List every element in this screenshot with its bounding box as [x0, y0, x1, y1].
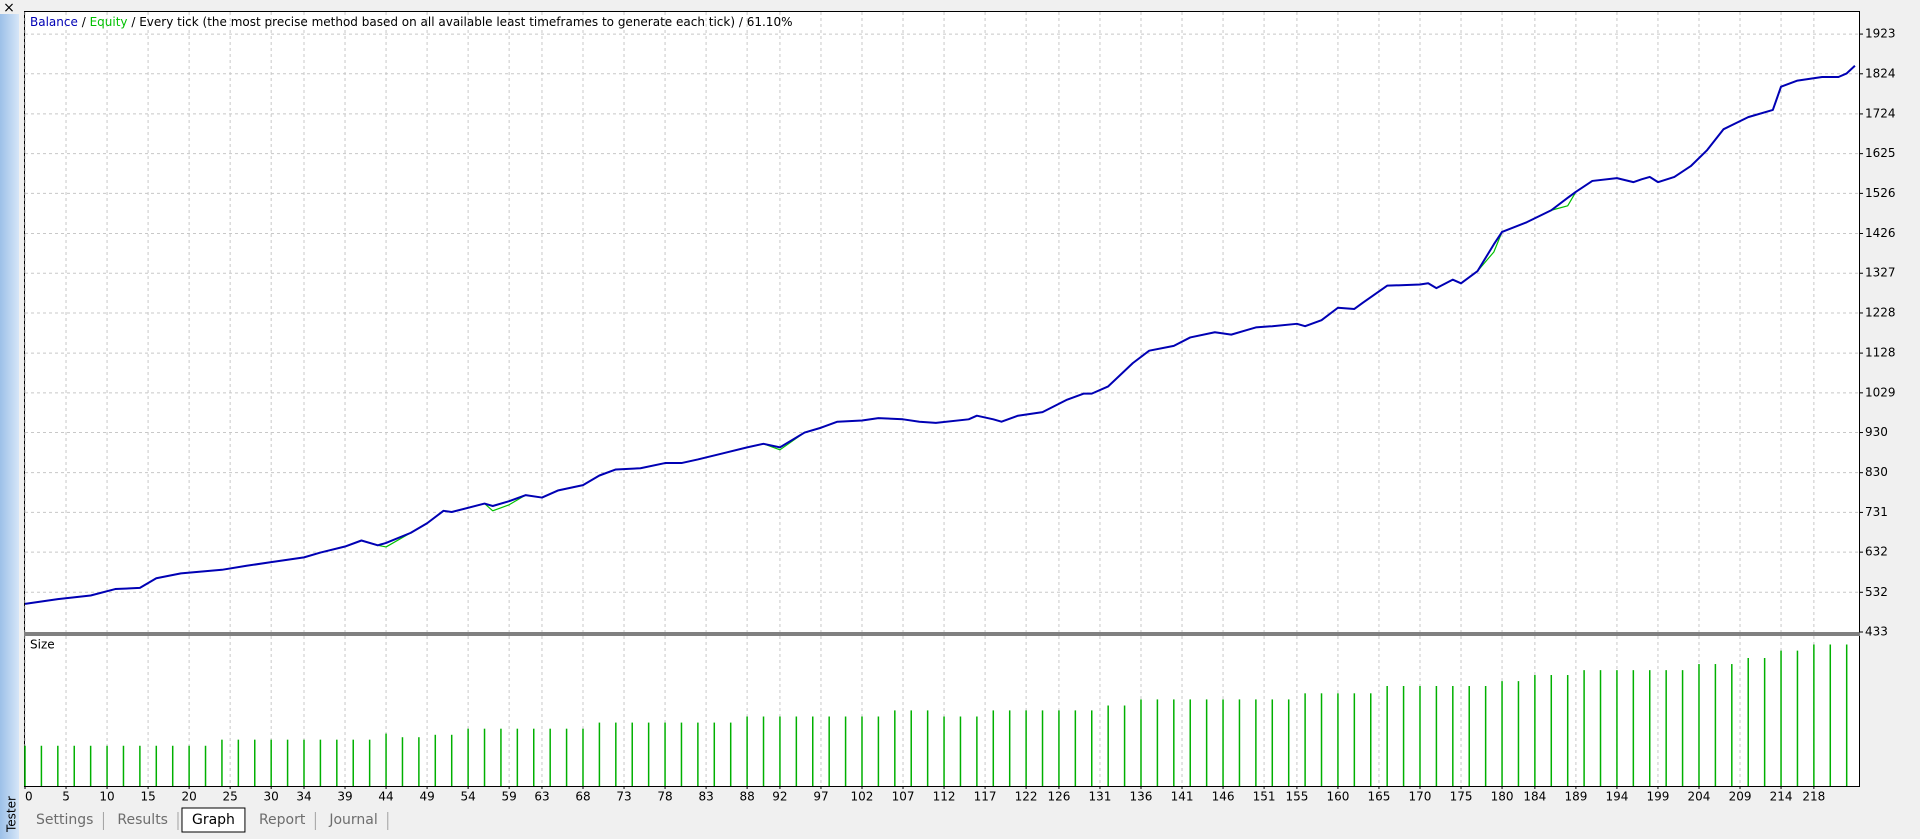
x-tick-label: 184 [1523, 790, 1546, 804]
tab[interactable]: Results [117, 812, 179, 830]
y-tick-label: 830 [1865, 465, 1888, 479]
y-tick-label: 532 [1865, 585, 1888, 599]
x-tick-label: 141 [1171, 790, 1194, 804]
x-tick-label: 68 [575, 790, 590, 804]
y-tick-label: 1824 [1865, 66, 1896, 80]
x-tick-label: 39 [337, 790, 352, 804]
side-label: Tester [5, 796, 19, 833]
x-tick-label: 151 [1253, 790, 1276, 804]
x-tick-label: 165 [1368, 790, 1391, 804]
x-tick-label: 112 [933, 790, 956, 804]
tab-label[interactable]: Journal [328, 812, 377, 828]
y-tick-label: 632 [1865, 545, 1888, 559]
side-bar [0, 14, 19, 839]
y-tick-label: 1923 [1865, 27, 1896, 41]
size-title: Size [30, 638, 55, 652]
x-tick-label: 97 [813, 790, 828, 804]
y-tick-label: 1426 [1865, 226, 1896, 240]
x-tick-label: 117 [974, 790, 997, 804]
x-tick-label: 160 [1326, 790, 1349, 804]
x-tick-label: 73 [616, 790, 631, 804]
x-tick-label: 218 [1802, 790, 1825, 804]
x-tick-label: 20 [181, 790, 196, 804]
tab[interactable]: Journal [328, 812, 389, 830]
panel-separator [24, 632, 1860, 636]
x-tick-label: 83 [698, 790, 713, 804]
separator: / [82, 15, 87, 29]
x-tick-label: 122 [1015, 790, 1038, 804]
x-tick-label: 59 [502, 790, 517, 804]
marks [24, 65, 1856, 786]
tab-label[interactable]: Settings [36, 812, 93, 828]
x-tick-label: 107 [892, 790, 915, 804]
plot-frame [24, 11, 1860, 787]
tab-active [181, 807, 246, 833]
y-tick-label: 1327 [1865, 266, 1896, 280]
x-tick-label: 199 [1647, 790, 1670, 804]
x-tick-label: 194 [1605, 790, 1628, 804]
x-tick-label: 170 [1409, 790, 1432, 804]
x-tick-label: 49 [419, 790, 434, 804]
x-tick-label: 54 [460, 790, 475, 804]
x-tick-label: 15 [140, 790, 155, 804]
y-tick-label: 1029 [1865, 385, 1896, 399]
close-button[interactable]: × [3, 0, 15, 16]
x-tick-label: 126 [1047, 790, 1070, 804]
x-tick-label: 136 [1130, 790, 1153, 804]
y-tick-label: 731 [1865, 505, 1888, 519]
chart-title: Balance / Equity / Every tick (the most … [30, 15, 792, 29]
x-tick-label: 34 [296, 790, 311, 804]
x-tick-label: 92 [772, 790, 787, 804]
x-tick-label: 5 [62, 790, 70, 804]
legend-equity: Equity [90, 15, 128, 29]
x-tick-label: 63 [534, 790, 549, 804]
y-tick-label: 930 [1865, 425, 1888, 439]
x-tick-label: 180 [1491, 790, 1514, 804]
x-tick-label: 78 [657, 790, 672, 804]
y-tick-label: 1526 [1865, 186, 1896, 200]
x-tick-label: 10 [99, 790, 114, 804]
x-tick-label: 25 [223, 790, 238, 804]
x-tick-label: 204 [1688, 790, 1711, 804]
tab-label[interactable]: Results [117, 812, 168, 828]
x-tick-label: 146 [1212, 790, 1235, 804]
y-tick-label: 1128 [1865, 346, 1896, 360]
x-tick-label: 131 [1089, 790, 1112, 804]
y-tick-label: 1625 [1865, 146, 1896, 160]
x-tick-label: 155 [1285, 790, 1308, 804]
subtitle: Every tick (the most precise method base… [139, 15, 735, 29]
x-tick-label: 102 [851, 790, 874, 804]
tab[interactable]: Graph [181, 807, 246, 833]
y-tick-label: 1228 [1865, 305, 1896, 319]
x-tick-label: 209 [1729, 790, 1752, 804]
tab[interactable]: Report [259, 812, 316, 830]
x-tick-label: 0 [25, 790, 33, 804]
x-tick-label: 30 [264, 790, 279, 804]
tab-label[interactable]: Graph [192, 812, 235, 828]
balance-line [24, 65, 1856, 605]
x-tick-label: 189 [1564, 790, 1587, 804]
y-tick-label: 433 [1865, 625, 1888, 639]
tab[interactable]: Settings [36, 812, 104, 830]
y-tick-label: 1724 [1865, 106, 1896, 120]
legend-balance: Balance [30, 15, 78, 29]
tab-label[interactable]: Report [259, 812, 306, 828]
x-tick-label: 175 [1450, 790, 1473, 804]
x-tick-label: 214 [1770, 790, 1793, 804]
quality: 61.10% [747, 15, 793, 29]
separator: / [739, 15, 744, 29]
x-tick-label: 44 [378, 790, 393, 804]
separator: / [131, 15, 136, 29]
x-tick-label: 88 [739, 790, 754, 804]
grid [24, 12, 1859, 786]
